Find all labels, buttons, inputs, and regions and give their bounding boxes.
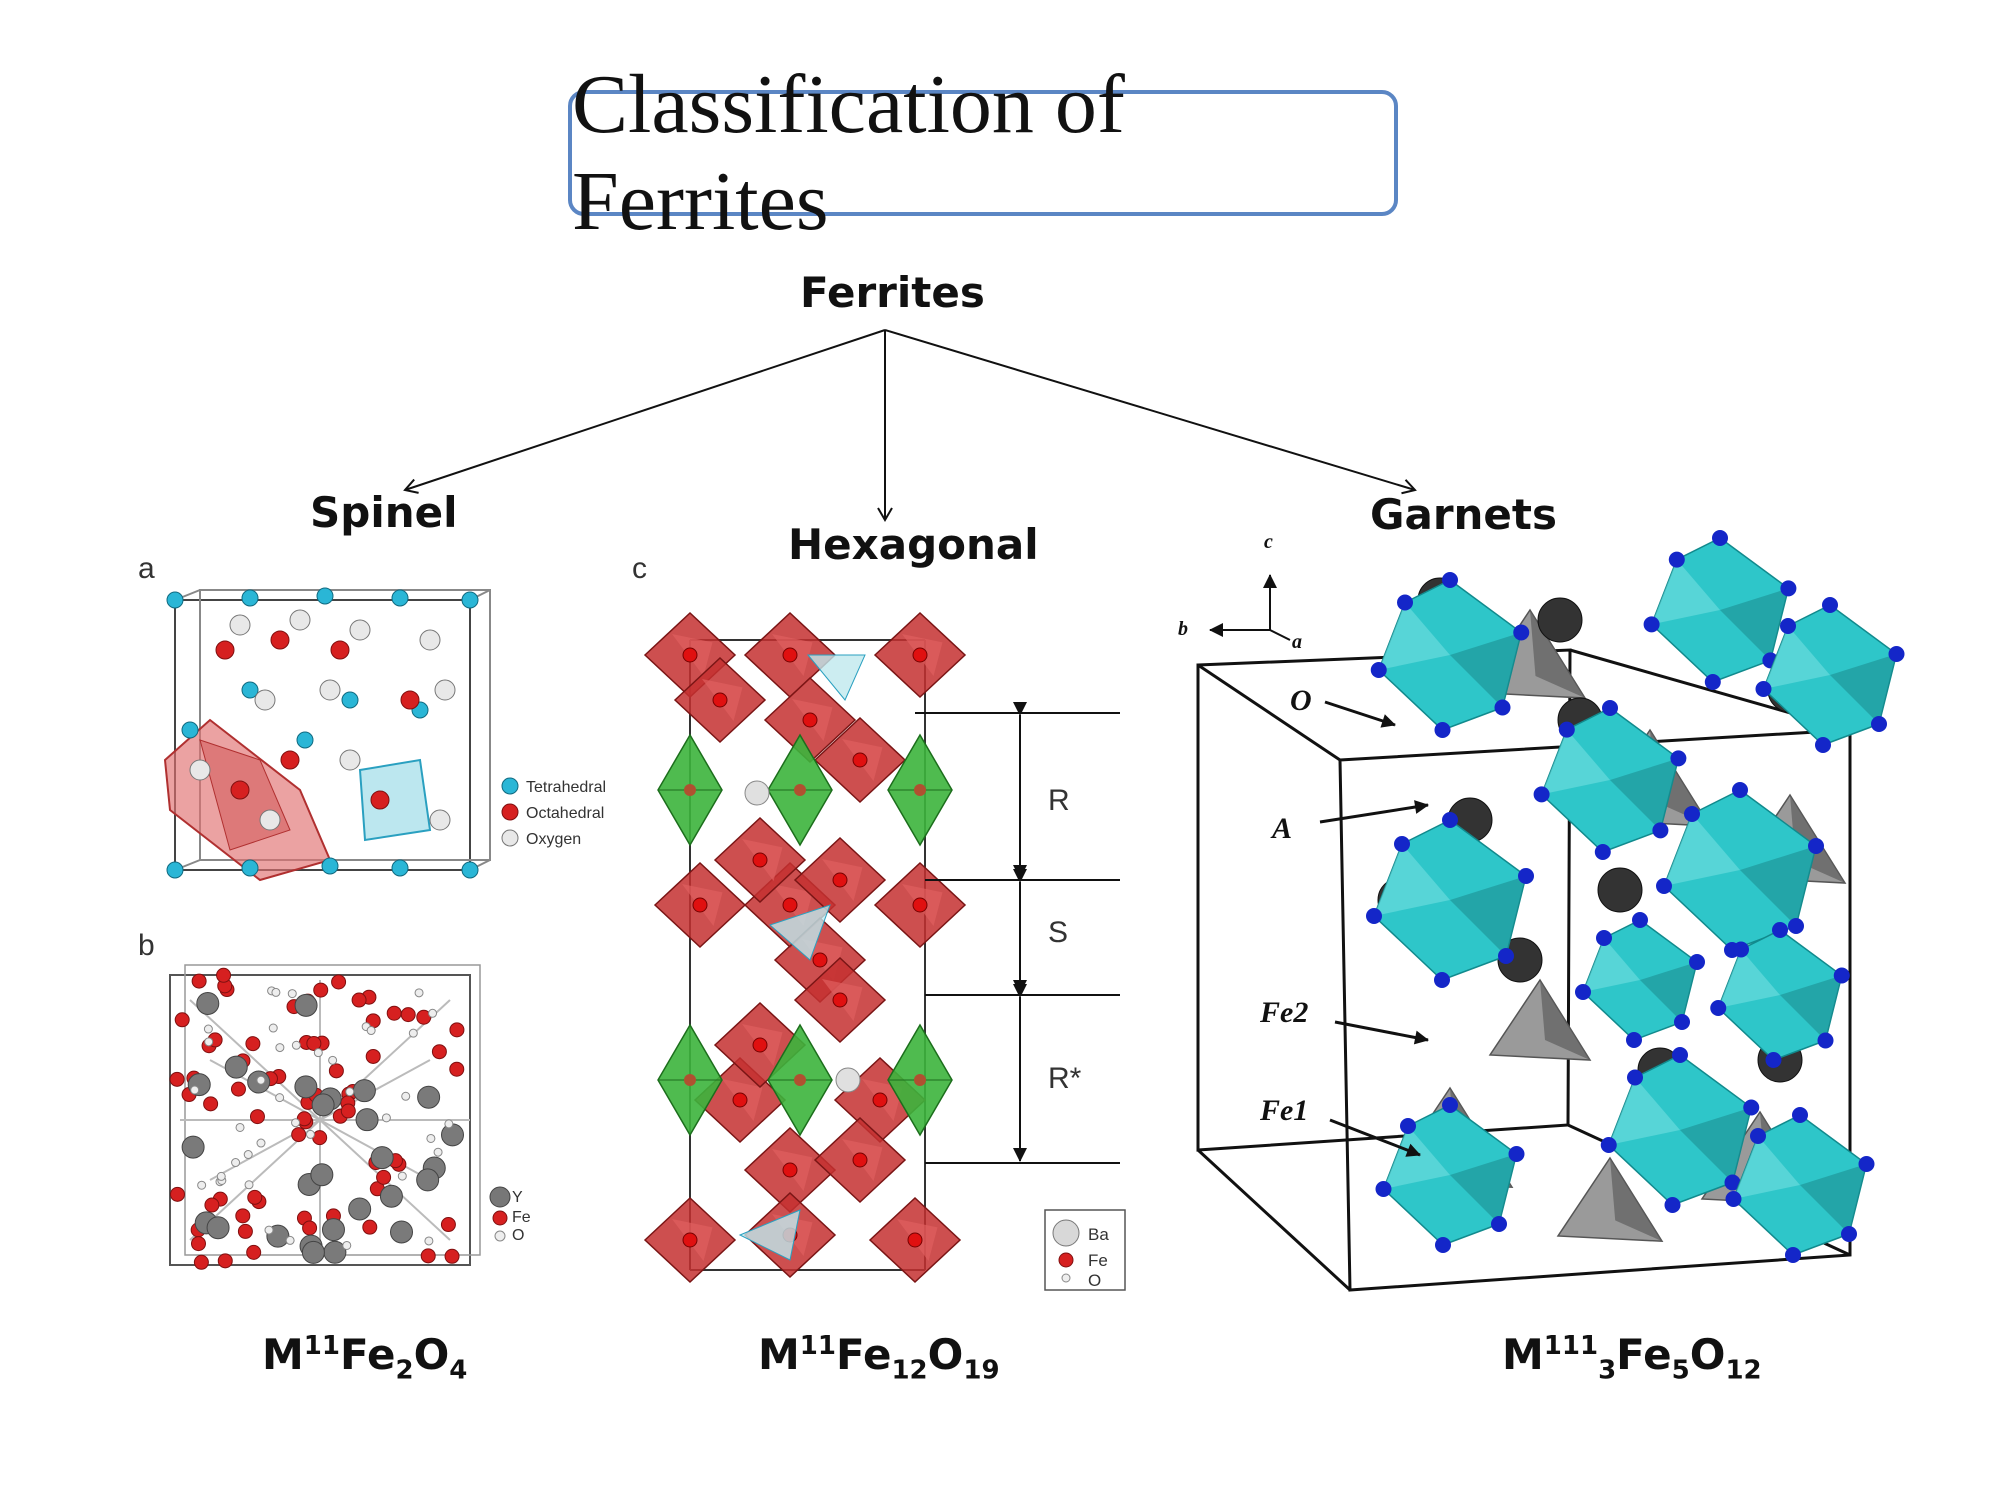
- formula-spinel: M11Fe2O4: [262, 1330, 468, 1386]
- spinel-structure-a: a Tetrahedral: [138, 552, 606, 882]
- spinel-legend-b: Y Fe O: [489, 1186, 531, 1244]
- hexagonal-structure: c R S R* Ba Fe O: [632, 552, 1126, 1291]
- category-garnets-label: Garnets: [1370, 490, 1557, 539]
- arrow-to-garnets: [884, 329, 1417, 495]
- axis-a-label: a: [1292, 631, 1302, 653]
- axis-c-label: c: [1264, 531, 1273, 553]
- spinel-legend-a: Tetrahedral Octahedral Oxygen: [501, 777, 606, 848]
- site-label-fe1: Fe1: [1259, 1094, 1308, 1127]
- legend-tetrahedral: Tetrahedral: [526, 779, 606, 796]
- block-scale: [915, 702, 1120, 1164]
- panel-c-letter: c: [632, 552, 647, 585]
- hexagonal-legend: Ba Fe O: [1044, 1209, 1126, 1291]
- legend-ba: Ba: [1088, 1225, 1109, 1244]
- panel-a-letter: a: [138, 552, 155, 585]
- site-label-o: O: [1290, 684, 1312, 717]
- axis-b-label: b: [1178, 618, 1188, 640]
- site-label-fe2: Fe2: [1259, 996, 1308, 1029]
- category-spinel-label: Spinel: [310, 488, 458, 537]
- legend-hex-o: O: [1088, 1271, 1101, 1290]
- panel-b-letter: b: [138, 929, 155, 962]
- formula-garnet: M1113Fe5O12: [1502, 1330, 1762, 1386]
- garnet-structure: c b a O A Fe2 Fe1: [1178, 530, 1905, 1292]
- legend-o: O: [512, 1227, 524, 1244]
- category-hexagonal-label: Hexagonal: [788, 520, 1039, 569]
- tree-root-label: Ferrites: [800, 268, 985, 317]
- spinel-structure-b: b Y Fe O: [138, 929, 531, 1270]
- block-r-label: R: [1048, 784, 1070, 817]
- tree-arrows: [403, 329, 1417, 522]
- formula-hexagonal: M11Fe12O19: [758, 1330, 1000, 1386]
- block-rstar-label: R*: [1048, 1062, 1082, 1095]
- legend-oxygen: Oxygen: [526, 831, 581, 848]
- legend-fe: Fe: [512, 1209, 531, 1226]
- arrow-to-spinel: [403, 329, 886, 494]
- garnet-axes: [1209, 574, 1291, 641]
- legend-y: Y: [512, 1189, 523, 1206]
- legend-octahedral: Octahedral: [526, 805, 604, 822]
- block-s-label: S: [1048, 916, 1068, 949]
- site-label-a: A: [1270, 812, 1292, 845]
- legend-hex-fe: Fe: [1088, 1251, 1108, 1270]
